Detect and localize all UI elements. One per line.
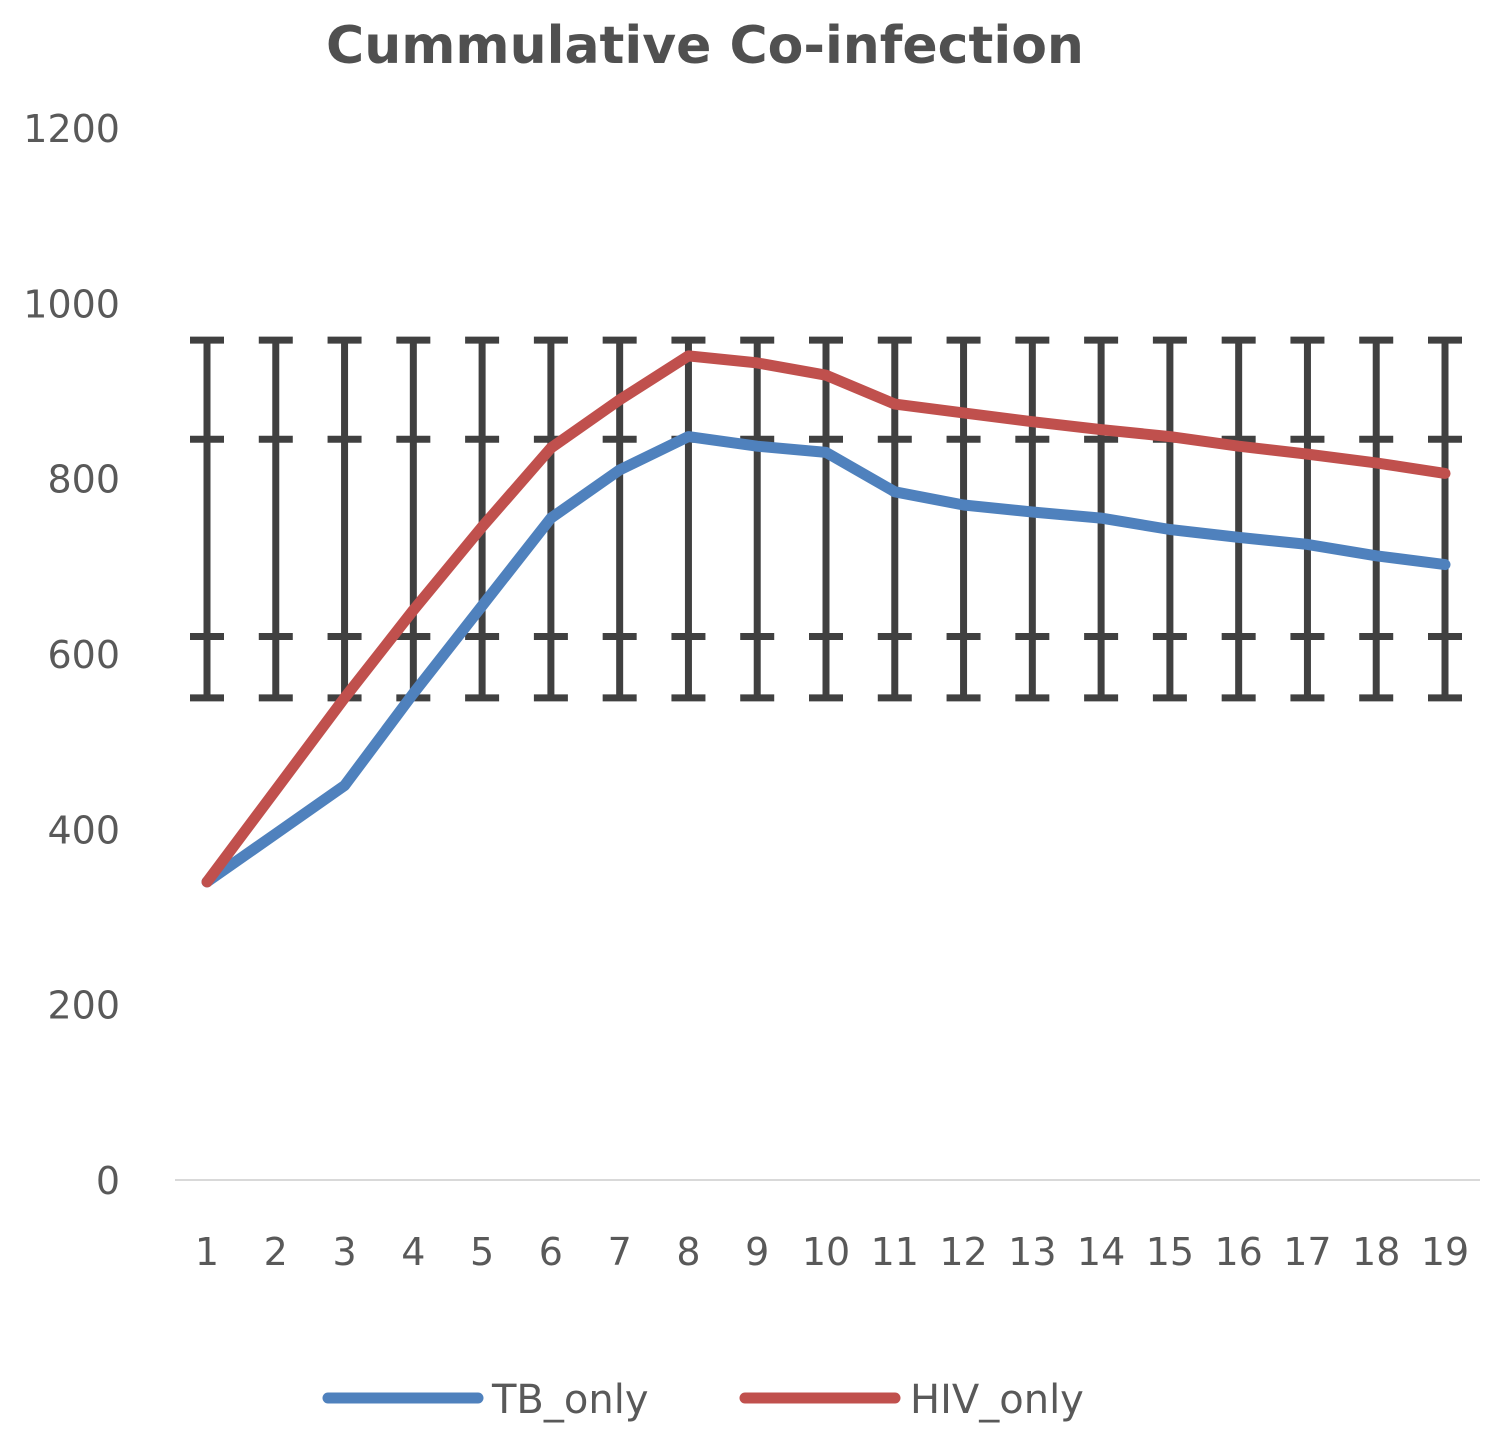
error-bar (1290, 336, 1325, 702)
error-bar (671, 336, 706, 702)
x-tick-label: 15 (1146, 1230, 1194, 1274)
x-tick-label: 8 (676, 1230, 700, 1274)
x-tick-label: 5 (470, 1230, 494, 1274)
error-bar (190, 336, 224, 702)
legend-label: HIV_only (910, 1377, 1084, 1423)
series-line-tb-only (201, 431, 1451, 888)
x-tick-label: 13 (1008, 1230, 1056, 1274)
error-bar (396, 336, 431, 702)
x-tick-label: 3 (332, 1230, 356, 1274)
y-tick-label: 1200 (23, 107, 120, 151)
x-tick-label: 11 (871, 1230, 919, 1274)
error-bar (1359, 336, 1394, 702)
x-tick-label: 17 (1283, 1230, 1331, 1274)
x-tick-label: 4 (401, 1230, 425, 1274)
x-tick-label: 9 (745, 1230, 769, 1274)
x-tick-label: 12 (939, 1230, 987, 1274)
error-bar (809, 336, 843, 702)
error-bar (740, 336, 775, 702)
series-lines (201, 350, 1451, 888)
legend: TB_only HIV_only (322, 1377, 1084, 1423)
x-tick-label: 10 (802, 1230, 850, 1274)
y-axis-ticks: 0 200 400 600 800 1000 1200 (23, 107, 120, 1203)
y-tick-label: 1000 (23, 282, 120, 326)
error-bar (1221, 336, 1256, 702)
error-bar (1152, 336, 1187, 702)
error-bar (327, 336, 362, 702)
x-tick-label: 6 (539, 1230, 563, 1274)
legend-label: TB_only (491, 1377, 648, 1423)
legend-item: HIV_only (739, 1377, 1084, 1423)
x-tick-label: 16 (1214, 1230, 1262, 1274)
x-tick-label: 14 (1077, 1230, 1125, 1274)
error-bar (258, 336, 293, 702)
x-tick-label: 19 (1421, 1230, 1469, 1274)
legend-item: TB_only (322, 1377, 648, 1423)
error-bar (1428, 336, 1462, 702)
x-tick-label: 2 (264, 1230, 288, 1274)
x-tick-label: 7 (608, 1230, 632, 1274)
x-axis-ticks: 1 2 3 4 5 6 7 8 9 10 11 12 13 14 15 16 17 18 19 (195, 1230, 1469, 1274)
x-tick-label: 1 (195, 1230, 219, 1274)
y-tick-label: 200 (47, 984, 120, 1028)
y-tick-label: 800 (47, 458, 120, 502)
chart-title: Cummulative Co-infection (326, 16, 1084, 76)
error-bar (1015, 336, 1050, 702)
y-tick-label: 600 (47, 633, 120, 677)
y-tick-label: 0 (96, 1159, 120, 1203)
series-line-hiv-only (201, 350, 1451, 888)
y-tick-label: 400 (47, 808, 120, 852)
x-tick-label: 18 (1352, 1230, 1400, 1274)
error-bar (946, 336, 981, 702)
